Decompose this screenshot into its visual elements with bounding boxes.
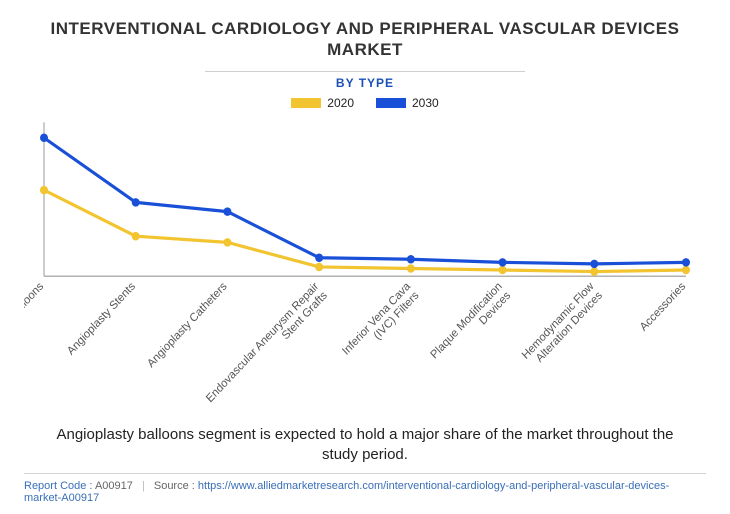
line-chart: Angioplasty Balloons Angioplasty StentsAn… (24, 116, 706, 415)
chart-area: Angioplasty Balloons Angioplasty StentsAn… (24, 116, 706, 415)
svg-text:Angioplasty Catheters: Angioplasty Catheters (145, 280, 229, 370)
title-rule (205, 71, 525, 72)
source-label: Source : (154, 480, 195, 492)
svg-text:Inferior Vena Cava(IVC) Filter: Inferior Vena Cava(IVC) Filters (340, 279, 421, 366)
svg-text:Endovascular Aneurysm RepairSt: Endovascular Aneurysm RepairStent Grafts (204, 280, 330, 414)
report-code-label: Report Code : (24, 480, 92, 492)
legend-label-2020: 2020 (327, 96, 354, 110)
legend: 2020 2030 (24, 96, 706, 110)
legend-item-2030: 2030 (376, 96, 439, 110)
subtitle: BY TYPE (24, 76, 706, 90)
page-title: INTERVENTIONAL CARDIOLOGY AND PERIPHERAL… (24, 18, 706, 61)
legend-swatch-2030 (376, 98, 406, 108)
legend-swatch-2020 (291, 98, 321, 108)
svg-text:Plaque ModificationDevices: Plaque ModificationDevices (429, 280, 514, 370)
legend-item-2020: 2020 (291, 96, 354, 110)
svg-text:Angioplasty Stents: Angioplasty Stents (65, 280, 138, 358)
caption: Angioplasty balloons segment is expected… (24, 415, 706, 474)
legend-label-2030: 2030 (412, 96, 439, 110)
report-code: A00917 (95, 480, 133, 492)
footer: Report Code : A00917 | Source : https://… (24, 473, 706, 504)
footer-separator: | (142, 480, 145, 492)
svg-text:Angioplasty Balloons: Angioplasty Balloons (24, 280, 46, 366)
svg-text:Hemodynamic FlowAlteration Dev: Hemodynamic FlowAlteration Devices (520, 279, 605, 370)
svg-text:Accessories: Accessories (638, 280, 688, 334)
